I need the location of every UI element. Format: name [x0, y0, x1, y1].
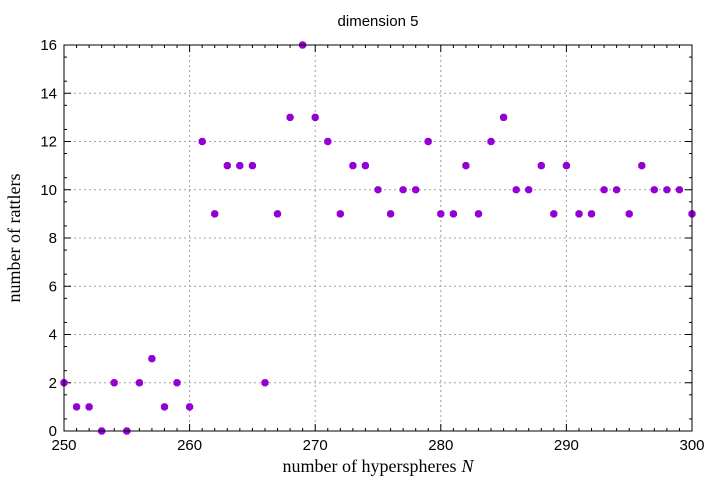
data-point — [638, 162, 646, 170]
data-point — [487, 137, 495, 146]
data-point — [273, 210, 282, 218]
data-point — [374, 186, 382, 194]
x-tick-label: 250 — [51, 437, 76, 454]
data-point — [311, 113, 319, 121]
chart-title: dimension 5 — [338, 13, 419, 30]
data-point — [286, 113, 294, 121]
data-point — [600, 186, 608, 194]
data-point — [211, 210, 219, 218]
data-point — [236, 162, 244, 170]
data-point — [85, 403, 93, 411]
data-point — [449, 210, 457, 218]
data-point — [186, 403, 194, 411]
data-point — [625, 210, 633, 218]
data-point — [223, 162, 231, 170]
data-point — [324, 137, 332, 146]
y-tick-label: 2 — [49, 375, 57, 392]
x-axis-label: number of hyperspheres N — [283, 456, 475, 476]
data-point — [399, 186, 407, 194]
data-point — [675, 186, 683, 194]
x-axis-label-variable: N — [460, 456, 474, 476]
y-tick-label: 16 — [40, 37, 57, 54]
data-point — [148, 355, 156, 363]
data-point — [336, 210, 344, 218]
data-point — [198, 137, 206, 146]
plot-frame — [63, 44, 693, 432]
y-tick-label: 4 — [49, 327, 57, 344]
data-point — [248, 162, 256, 170]
y-axis-label: number of rattlers — [4, 174, 24, 303]
data-point — [73, 403, 81, 411]
data-point — [537, 162, 545, 170]
data-point — [550, 210, 558, 218]
data-point — [387, 210, 395, 218]
data-point — [562, 162, 570, 170]
data-point — [110, 379, 118, 387]
data-point — [135, 379, 143, 387]
y-tick-label: 6 — [49, 278, 57, 295]
y-tick-label: 14 — [40, 85, 57, 102]
x-tick-label: 280 — [428, 437, 453, 454]
y-tick-label: 10 — [40, 182, 57, 199]
y-tick-label: 0 — [49, 423, 57, 440]
data-point — [462, 162, 470, 170]
x-tick-label: 290 — [554, 437, 579, 454]
data-point — [512, 186, 520, 194]
x-tick-label: 260 — [177, 437, 202, 454]
data-points — [60, 41, 696, 435]
data-point — [613, 186, 621, 194]
x-axis-label-text: number of hyperspheres — [283, 456, 457, 476]
data-point — [575, 210, 583, 218]
data-point — [663, 186, 671, 194]
y-tick-label: 8 — [49, 230, 57, 247]
data-point — [500, 113, 508, 121]
data-point — [412, 186, 420, 194]
y-tick-label: 12 — [40, 134, 57, 151]
data-point — [160, 403, 169, 411]
data-point — [437, 210, 445, 218]
data-point — [261, 379, 269, 387]
data-point — [349, 162, 357, 170]
x-tick-label: 300 — [679, 437, 704, 454]
data-point — [525, 186, 533, 194]
data-point — [173, 379, 181, 387]
data-point — [361, 162, 369, 170]
data-point — [424, 137, 432, 146]
data-point — [650, 186, 658, 194]
axis-ticks: 250 260 270 280 290 300 0 2 4 6 8 10 12 14 16 — [40, 37, 704, 454]
x-tick-label: 270 — [303, 437, 328, 454]
data-point — [474, 210, 483, 218]
grid-lines — [64, 45, 692, 431]
data-point — [587, 210, 596, 218]
